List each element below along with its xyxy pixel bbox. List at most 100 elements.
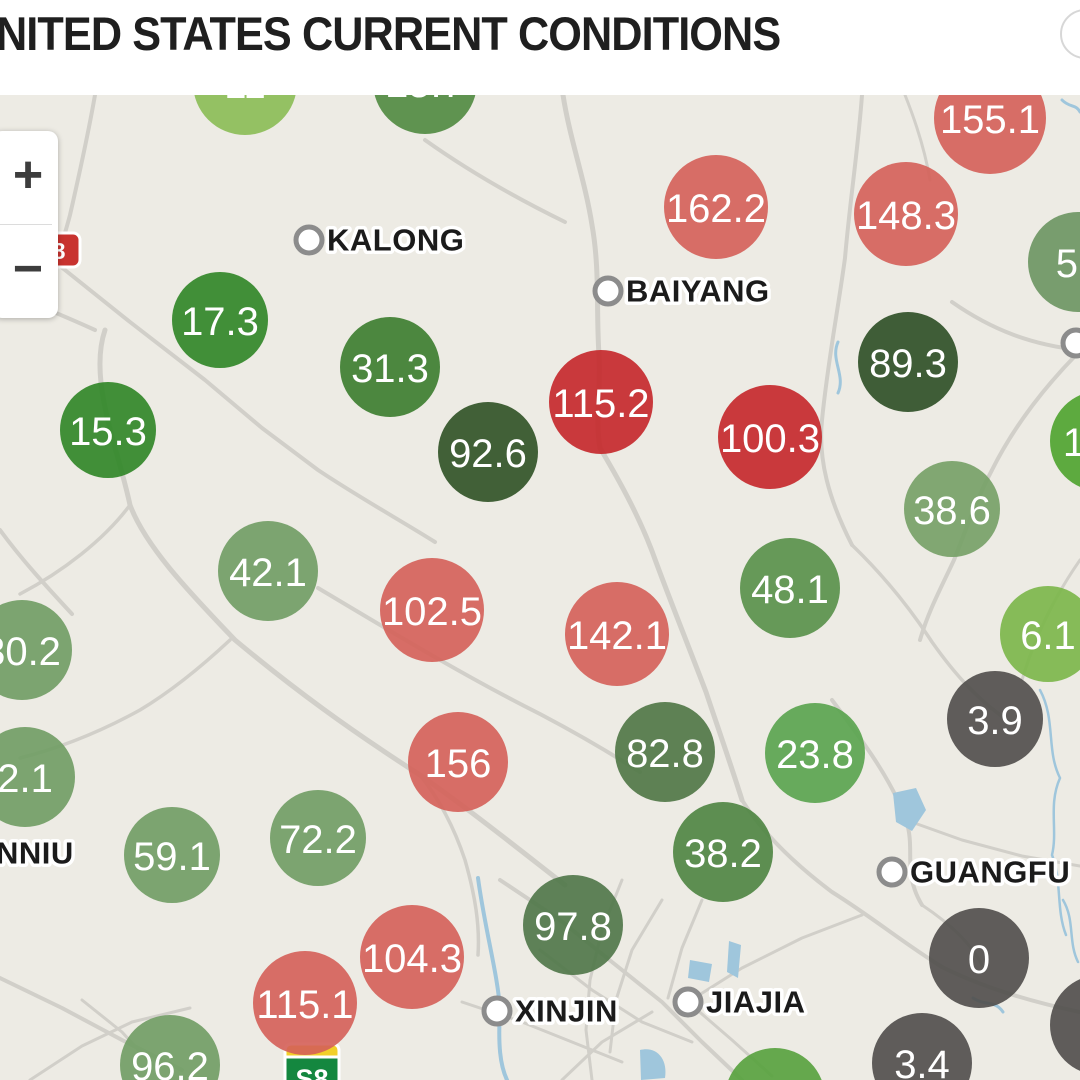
road: [666, 898, 704, 1000]
aqi-marker[interactable]: [765, 703, 865, 803]
aqi-marker[interactable]: [565, 582, 669, 686]
aqi-marker[interactable]: [664, 155, 768, 259]
road: [28, 1006, 192, 1080]
city-marker[interactable]: [1060, 327, 1080, 359]
aqi-marker[interactable]: [854, 162, 958, 266]
road: [819, 93, 864, 547]
aqi-marker[interactable]: [218, 521, 318, 621]
city-marker[interactable]: [876, 856, 908, 888]
aqi-marker-value: 3.4: [894, 1043, 950, 1080]
river: [1060, 98, 1080, 114]
city-marker[interactable]: [481, 995, 513, 1027]
header-round-button[interactable]: [1060, 9, 1080, 59]
aqi-marker[interactable]: [947, 671, 1043, 767]
aqi-marker-value: 148.3: [856, 194, 956, 238]
aqi-marker[interactable]: [340, 317, 440, 417]
aqi-marker[interactable]: [858, 312, 958, 412]
aqi-marker[interactable]: [120, 1015, 220, 1080]
aqi-marker[interactable]: [408, 712, 508, 812]
aqi-marker-value: 89.3: [869, 342, 947, 386]
aqi-marker[interactable]: [718, 385, 822, 489]
city-marker[interactable]: [592, 275, 624, 307]
aqi-marker[interactable]: [438, 402, 538, 502]
aqi-marker-value: 52: [1056, 242, 1080, 286]
road: [904, 818, 1080, 868]
aqi-marker-value: 42.1: [229, 551, 307, 595]
aqi-marker[interactable]: [1028, 212, 1080, 312]
aqi-marker[interactable]: [124, 807, 220, 903]
aqi-marker-value: 23.8: [776, 733, 854, 777]
aqi-marker-value: 38.6: [913, 489, 991, 533]
road: [560, 1010, 654, 1080]
aqi-marker[interactable]: [549, 350, 653, 454]
aqi-marker-value: 142.1: [567, 614, 667, 658]
aqi-marker[interactable]: [1050, 975, 1080, 1075]
aqi-marker[interactable]: [523, 875, 623, 975]
aqi-marker[interactable]: [740, 538, 840, 638]
aqi-marker-value: 1: [1063, 421, 1080, 465]
city-marker[interactable]: [672, 986, 704, 1018]
aqi-marker-value: 97.8: [534, 905, 612, 949]
aqi-marker[interactable]: [673, 802, 773, 902]
road: [316, 586, 642, 774]
aqi-marker-value: 115.2: [552, 382, 649, 426]
city-label: XINJIN: [515, 994, 618, 1029]
aqi-marker[interactable]: [725, 1048, 825, 1080]
aqi-marker-value: 38.2: [684, 832, 762, 876]
city-label: KALONG: [327, 223, 464, 258]
aqi-marker-value: 2.1: [0, 757, 53, 801]
aqi-marker[interactable]: [172, 272, 268, 368]
aqi-marker[interactable]: [270, 790, 366, 886]
road: [608, 898, 664, 1054]
aqi-marker[interactable]: [0, 600, 72, 700]
zoom-out-button[interactable]: −: [0, 225, 58, 318]
aqi-marker[interactable]: [872, 1013, 972, 1080]
city-label: NNIU: [0, 836, 74, 871]
aqi-marker-value: 100.3: [720, 417, 820, 461]
city-label: BAIYANG: [626, 274, 770, 309]
zoom-in-button[interactable]: +: [0, 131, 58, 224]
aqi-marker-value: 102.5: [382, 590, 482, 634]
road: [423, 138, 567, 224]
city-label: GUANGFU: [910, 855, 1070, 890]
aqi-marker-value: 6.1: [1020, 614, 1076, 658]
city-marker[interactable]: [293, 224, 325, 256]
aqi-marker[interactable]: [360, 905, 464, 1009]
road: [597, 445, 745, 803]
road-shield-label: S8: [295, 1064, 328, 1080]
aqi-marker-value: 96.2: [131, 1045, 209, 1080]
aqi-marker-value: 104.3: [362, 937, 462, 981]
map-zoom-control: + −: [0, 131, 58, 318]
lake: [893, 788, 926, 831]
aqi-marker-value: 162.2: [666, 187, 766, 231]
aqi-marker-value: 82.8: [626, 732, 704, 776]
river: [1061, 898, 1080, 964]
page-title: NITED STATES CURRENT CONDITIONS: [0, 7, 781, 60]
aqi-marker[interactable]: [929, 908, 1029, 1008]
aqi-marker-value: 156: [425, 742, 492, 786]
zoom-control-divider: [0, 224, 52, 225]
aqi-marker[interactable]: [1000, 586, 1080, 682]
aqi-marker[interactable]: [0, 727, 75, 827]
aqi-marker[interactable]: [904, 461, 1000, 557]
aqi-marker[interactable]: [380, 558, 484, 662]
aqi-marker[interactable]: [1050, 391, 1080, 491]
aqi-marker[interactable]: [253, 951, 357, 1055]
road: [686, 913, 864, 1004]
lake: [727, 941, 741, 978]
river: [1038, 688, 1068, 937]
aqi-marker-value: 0: [968, 938, 990, 982]
river: [834, 340, 842, 395]
aqi-marker-value: 59.1: [133, 835, 211, 879]
aqi-marker[interactable]: [615, 702, 715, 802]
aqi-marker-value: 48.1: [751, 568, 829, 612]
aqi-marker-value: 3.9: [967, 699, 1023, 743]
aqi-marker-value: 15.3: [69, 410, 147, 454]
aqi-marker-value: 30.2: [0, 630, 61, 674]
aqi-marker-value: 72.2: [279, 818, 357, 862]
aqi-marker[interactable]: [60, 382, 156, 478]
road: [58, 264, 437, 544]
aqi-marker-value: 31.3: [351, 347, 429, 391]
